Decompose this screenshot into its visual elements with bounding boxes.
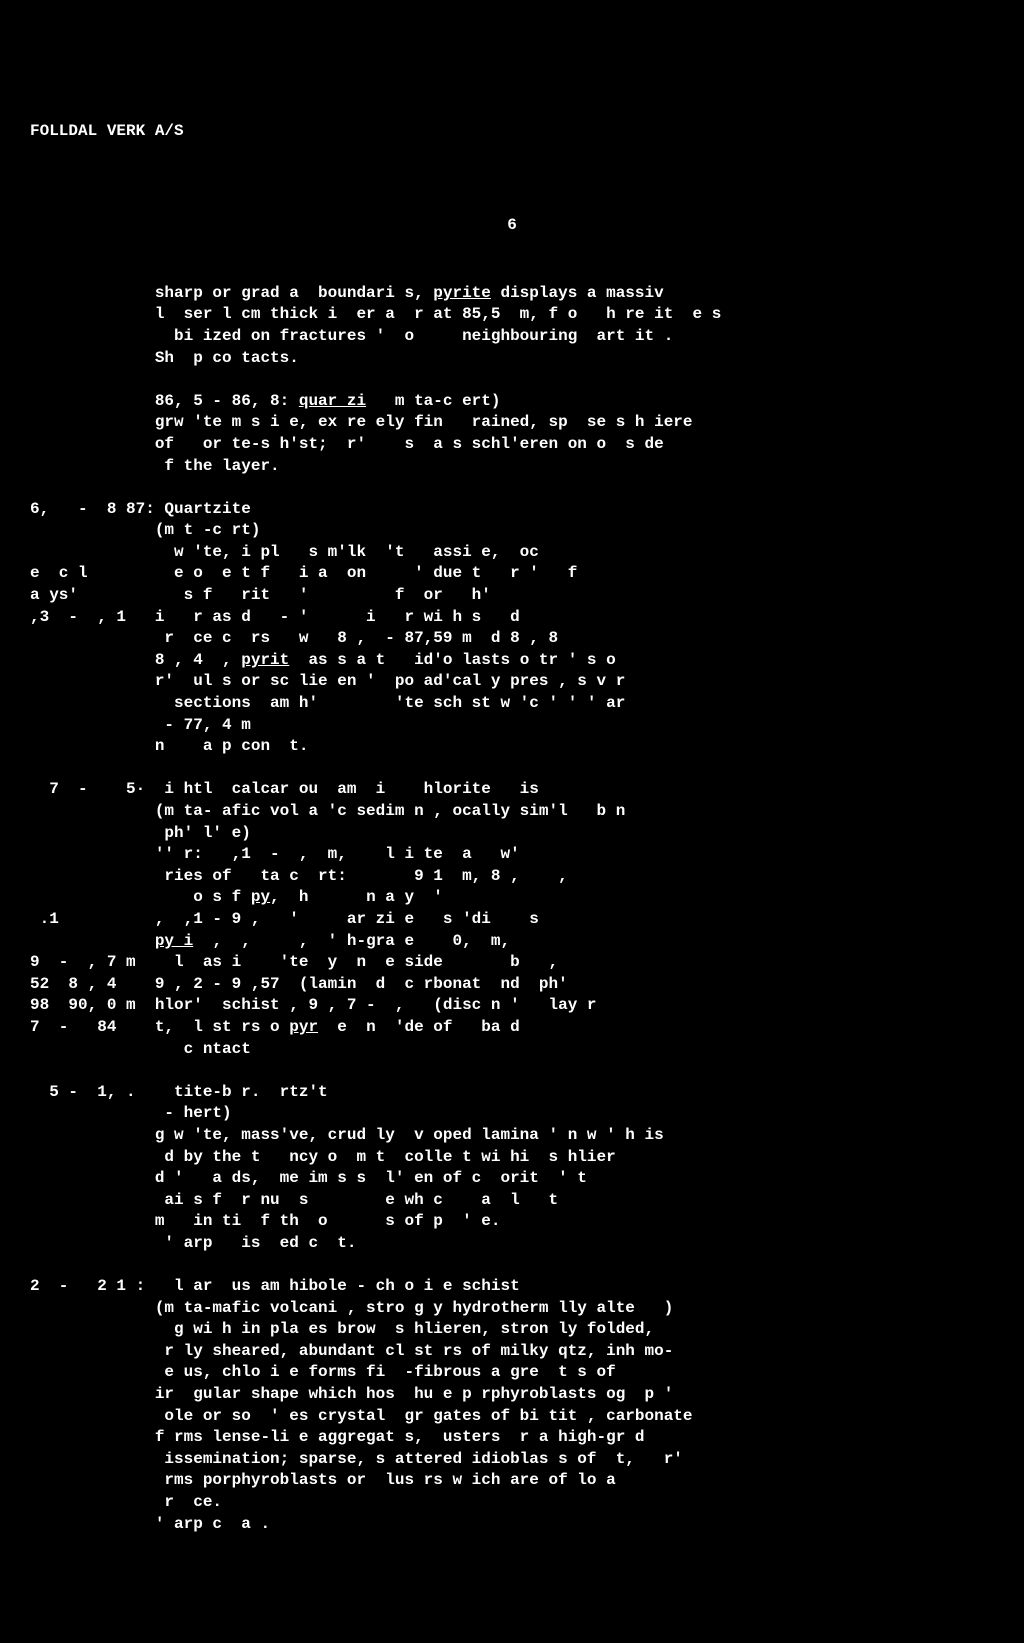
page-number: 6 [30,215,994,237]
document-body: sharp or grad a boundari s, pyrite displ… [30,283,994,1535]
company-header: FOLLDAL VERK A/S [30,121,994,143]
